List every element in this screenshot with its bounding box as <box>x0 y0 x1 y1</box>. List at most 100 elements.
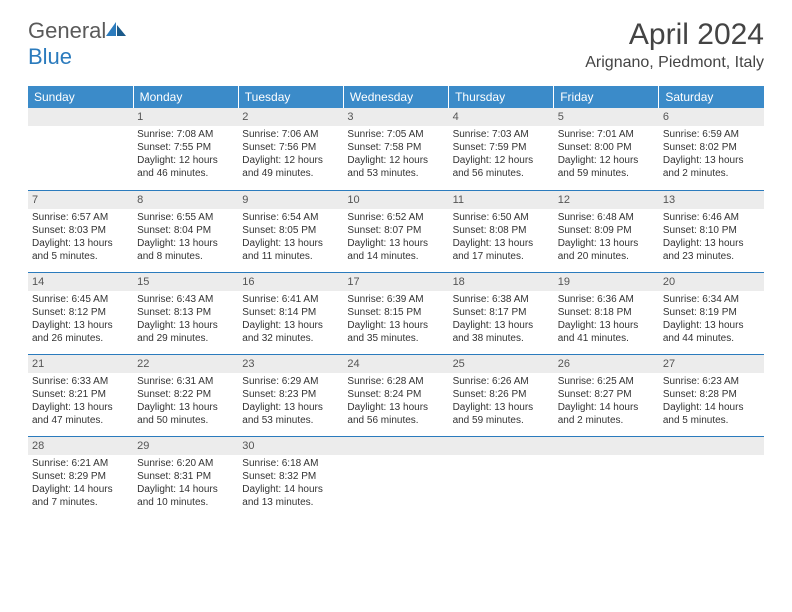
day-number: 29 <box>133 437 238 455</box>
detail-line: and 29 minutes. <box>137 332 234 345</box>
detail-line: Sunrise: 6:23 AM <box>663 375 760 388</box>
detail-line: Sunset: 8:15 PM <box>347 306 444 319</box>
weekday-header: Friday <box>554 86 659 108</box>
detail-line: Daylight: 13 hours <box>347 401 444 414</box>
detail-line: and 2 minutes. <box>558 414 655 427</box>
calendar-cell: 30Sunrise: 6:18 AMSunset: 8:32 PMDayligh… <box>238 436 343 518</box>
detail-line: and 14 minutes. <box>347 250 444 263</box>
day-number: 27 <box>659 355 764 373</box>
detail-line: Daylight: 12 hours <box>453 154 550 167</box>
detail-line: and 56 minutes. <box>453 167 550 180</box>
calendar-head: SundayMondayTuesdayWednesdayThursdayFrid… <box>28 86 764 108</box>
detail-line: Daylight: 13 hours <box>242 401 339 414</box>
calendar-cell: 25Sunrise: 6:26 AMSunset: 8:26 PMDayligh… <box>449 354 554 436</box>
detail-line: and 59 minutes. <box>453 414 550 427</box>
detail-line: and 17 minutes. <box>453 250 550 263</box>
day-details: Sunrise: 6:38 AMSunset: 8:17 PMDaylight:… <box>449 291 554 349</box>
day-details: Sunrise: 6:20 AMSunset: 8:31 PMDaylight:… <box>133 455 238 513</box>
day-number: 3 <box>343 108 448 126</box>
calendar-cell: 10Sunrise: 6:52 AMSunset: 8:07 PMDayligh… <box>343 190 448 272</box>
detail-line: and 50 minutes. <box>137 414 234 427</box>
day-number: 20 <box>659 273 764 291</box>
detail-line: Sunset: 8:07 PM <box>347 224 444 237</box>
calendar-body: 1Sunrise: 7:08 AMSunset: 7:55 PMDaylight… <box>28 108 764 518</box>
detail-line: and 46 minutes. <box>137 167 234 180</box>
detail-line: Daylight: 12 hours <box>242 154 339 167</box>
detail-line: Sunset: 8:09 PM <box>558 224 655 237</box>
day-details: Sunrise: 6:23 AMSunset: 8:28 PMDaylight:… <box>659 373 764 431</box>
detail-line: Sunset: 8:02 PM <box>663 141 760 154</box>
day-details: Sunrise: 6:54 AMSunset: 8:05 PMDaylight:… <box>238 209 343 267</box>
logo: GeneralBlue <box>28 18 128 70</box>
calendar-cell: 20Sunrise: 6:34 AMSunset: 8:19 PMDayligh… <box>659 272 764 354</box>
detail-line: and 59 minutes. <box>558 167 655 180</box>
detail-line: Daylight: 13 hours <box>558 237 655 250</box>
day-number: 24 <box>343 355 448 373</box>
detail-line: and 41 minutes. <box>558 332 655 345</box>
calendar-cell: 21Sunrise: 6:33 AMSunset: 8:21 PMDayligh… <box>28 354 133 436</box>
day-details: Sunrise: 6:41 AMSunset: 8:14 PMDaylight:… <box>238 291 343 349</box>
title-block: April 2024 Arignano, Piedmont, Italy <box>585 18 764 72</box>
calendar-cell: 7Sunrise: 6:57 AMSunset: 8:03 PMDaylight… <box>28 190 133 272</box>
calendar-cell: 29Sunrise: 6:20 AMSunset: 8:31 PMDayligh… <box>133 436 238 518</box>
day-number: 7 <box>28 191 133 209</box>
detail-line: Daylight: 13 hours <box>137 401 234 414</box>
detail-line: Sunrise: 7:01 AM <box>558 128 655 141</box>
detail-line: Sunset: 8:17 PM <box>453 306 550 319</box>
day-details: Sunrise: 6:26 AMSunset: 8:26 PMDaylight:… <box>449 373 554 431</box>
day-details: Sunrise: 6:33 AMSunset: 8:21 PMDaylight:… <box>28 373 133 431</box>
calendar-cell <box>28 108 133 190</box>
calendar-week: 14Sunrise: 6:45 AMSunset: 8:12 PMDayligh… <box>28 272 764 354</box>
day-number: 17 <box>343 273 448 291</box>
detail-line: Sunrise: 6:57 AM <box>32 211 129 224</box>
detail-line: Daylight: 13 hours <box>137 237 234 250</box>
day-details: Sunrise: 6:36 AMSunset: 8:18 PMDaylight:… <box>554 291 659 349</box>
detail-line: Sunset: 8:26 PM <box>453 388 550 401</box>
detail-line: Daylight: 13 hours <box>347 319 444 332</box>
day-number: 8 <box>133 191 238 209</box>
day-details: Sunrise: 7:05 AMSunset: 7:58 PMDaylight:… <box>343 126 448 184</box>
day-details: Sunrise: 6:29 AMSunset: 8:23 PMDaylight:… <box>238 373 343 431</box>
day-number: 5 <box>554 108 659 126</box>
day-details: Sunrise: 6:43 AMSunset: 8:13 PMDaylight:… <box>133 291 238 349</box>
day-details <box>28 126 133 132</box>
calendar-cell: 14Sunrise: 6:45 AMSunset: 8:12 PMDayligh… <box>28 272 133 354</box>
day-number: 15 <box>133 273 238 291</box>
calendar-cell: 26Sunrise: 6:25 AMSunset: 8:27 PMDayligh… <box>554 354 659 436</box>
detail-line: Daylight: 13 hours <box>453 401 550 414</box>
calendar-cell: 9Sunrise: 6:54 AMSunset: 8:05 PMDaylight… <box>238 190 343 272</box>
calendar-cell <box>449 436 554 518</box>
detail-line: and 38 minutes. <box>453 332 550 345</box>
calendar-cell: 8Sunrise: 6:55 AMSunset: 8:04 PMDaylight… <box>133 190 238 272</box>
header: GeneralBlue April 2024 Arignano, Piedmon… <box>0 0 792 80</box>
detail-line: Daylight: 12 hours <box>347 154 444 167</box>
day-number: 11 <box>449 191 554 209</box>
detail-line: Sunset: 7:56 PM <box>242 141 339 154</box>
detail-line: Daylight: 13 hours <box>242 237 339 250</box>
day-details: Sunrise: 6:31 AMSunset: 8:22 PMDaylight:… <box>133 373 238 431</box>
calendar-cell: 5Sunrise: 7:01 AMSunset: 8:00 PMDaylight… <box>554 108 659 190</box>
detail-line: Sunrise: 6:46 AM <box>663 211 760 224</box>
detail-line: Daylight: 14 hours <box>32 483 129 496</box>
calendar-week: 7Sunrise: 6:57 AMSunset: 8:03 PMDaylight… <box>28 190 764 272</box>
day-number <box>659 437 764 455</box>
detail-line: Sunrise: 6:55 AM <box>137 211 234 224</box>
calendar-cell: 23Sunrise: 6:29 AMSunset: 8:23 PMDayligh… <box>238 354 343 436</box>
detail-line: Sunset: 8:27 PM <box>558 388 655 401</box>
detail-line: Daylight: 13 hours <box>137 319 234 332</box>
detail-line: Sunrise: 6:33 AM <box>32 375 129 388</box>
day-number: 1 <box>133 108 238 126</box>
logo-text: GeneralBlue <box>28 18 128 70</box>
detail-line: Daylight: 13 hours <box>453 237 550 250</box>
detail-line: Sunset: 8:05 PM <box>242 224 339 237</box>
day-number <box>554 437 659 455</box>
day-details: Sunrise: 7:06 AMSunset: 7:56 PMDaylight:… <box>238 126 343 184</box>
day-number: 6 <box>659 108 764 126</box>
calendar-cell: 18Sunrise: 6:38 AMSunset: 8:17 PMDayligh… <box>449 272 554 354</box>
detail-line: Sunrise: 6:20 AM <box>137 457 234 470</box>
detail-line: and 44 minutes. <box>663 332 760 345</box>
day-details <box>554 455 659 461</box>
calendar-cell: 3Sunrise: 7:05 AMSunset: 7:58 PMDaylight… <box>343 108 448 190</box>
detail-line: Sunset: 8:13 PM <box>137 306 234 319</box>
detail-line: and 56 minutes. <box>347 414 444 427</box>
